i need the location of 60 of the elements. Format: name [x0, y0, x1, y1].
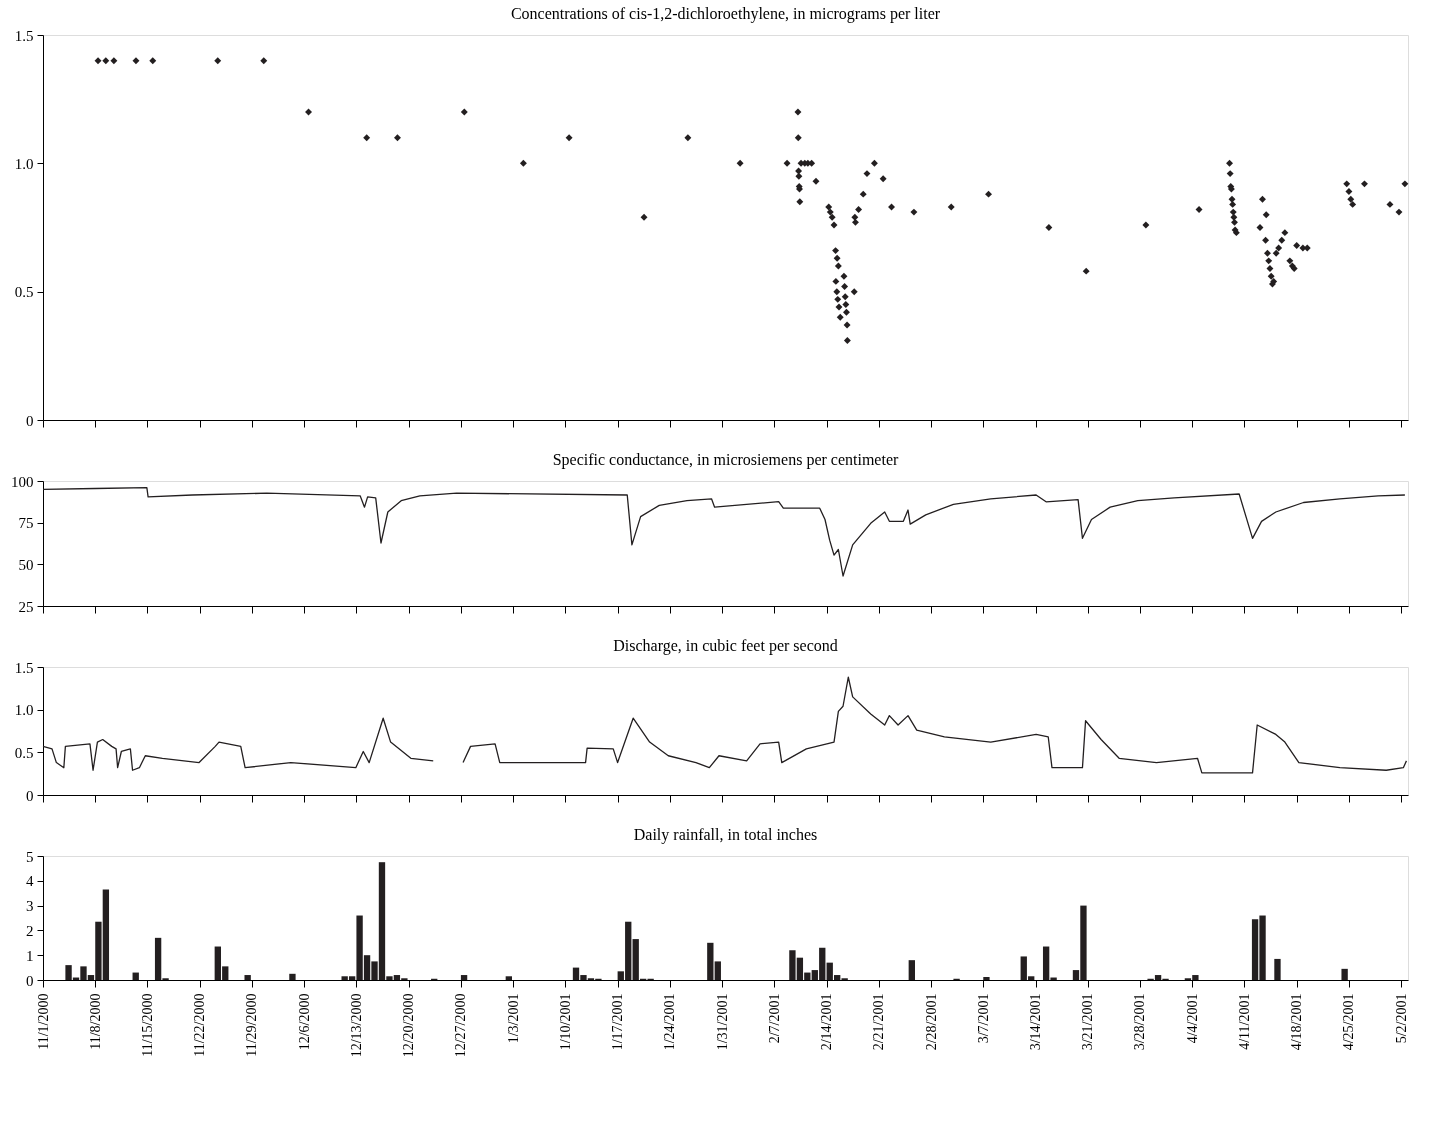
x-tick-label: 4/11/2001	[1236, 993, 1252, 1050]
bar	[707, 942, 714, 980]
y-tick-label: 0	[26, 412, 34, 429]
x-tick-label: 11/8/2000	[87, 993, 103, 1050]
x-tick-label: 2/28/2001	[923, 993, 939, 1051]
y-tick-label: 25	[18, 598, 34, 615]
y-tick-label: 1.0	[14, 155, 34, 172]
x-tick-label: 3/28/2001	[1132, 993, 1148, 1051]
y-tick-label: 2	[26, 922, 34, 939]
x-tick-label: 5/2/2001	[1393, 993, 1409, 1044]
y-tick-label: 0	[26, 972, 34, 989]
x-tick-label: 1/17/2001	[610, 993, 626, 1051]
line-series	[42, 487, 1406, 577]
y-tick-label: 75	[18, 515, 34, 532]
y-tick-label: 1	[26, 947, 34, 964]
x-tick-label: 1/24/2001	[662, 993, 678, 1051]
x-tick-label: 4/18/2001	[1289, 993, 1305, 1051]
chart-title: Specific conductance, in microsiemens per centimeter	[552, 451, 899, 469]
bar	[1341, 968, 1348, 980]
x-tick-label: 12/13/2000	[348, 993, 364, 1058]
bar	[714, 961, 721, 980]
y-tick-label: 1.5	[14, 659, 34, 676]
y-tick-label: 1.5	[14, 27, 34, 44]
bar	[1274, 958, 1281, 980]
x-tick-label: 2/21/2001	[871, 993, 887, 1051]
x-tick-label: 1/3/2001	[505, 993, 521, 1044]
x-tick-label: 2/7/2001	[766, 993, 782, 1044]
x-tick-label: 12/6/2000	[296, 993, 312, 1051]
x-tick-label: 4/4/2001	[1184, 993, 1200, 1044]
chart-title: Discharge, in cubic feet per second	[613, 637, 838, 655]
bar	[460, 975, 468, 980]
x-tick-label: 12/20/2000	[401, 993, 417, 1058]
bar	[289, 973, 296, 980]
y-tick-label: 3	[26, 898, 34, 915]
y-tick-label: 100	[11, 473, 34, 490]
x-tick-label: 4/25/2001	[1341, 993, 1357, 1051]
chart-title: Daily rainfall, in total inches	[633, 826, 818, 844]
x-tick-label: 1/10/2001	[557, 993, 573, 1051]
bar	[908, 960, 915, 980]
x-tick-label: 2/14/2001	[819, 993, 835, 1051]
x-tick-label: 3/14/2001	[1028, 993, 1043, 1051]
x-tick-label: 11/22/2000	[192, 993, 208, 1057]
x-tick-label: 11/29/2000	[244, 993, 260, 1057]
y-tick-label: 1.0	[14, 702, 34, 719]
y-tick-label: 5	[26, 848, 34, 865]
y-tick-label: 50	[18, 556, 34, 573]
y-tick-label: 4	[26, 873, 34, 890]
bar	[983, 977, 990, 980]
bar	[505, 976, 513, 980]
y-tick-label: 0.5	[14, 744, 34, 761]
x-tick-label: 11/15/2000	[139, 993, 155, 1057]
x-tick-label: 1/31/2001	[714, 993, 730, 1051]
x-tick-label: 11/1/2000	[35, 993, 51, 1050]
x-tick-label: 12/27/2000	[453, 993, 469, 1058]
y-tick-label: 0	[26, 787, 34, 804]
chart-title: Concentrations of cis-1,2-dichloroethylene, in micrograms per liter	[510, 5, 941, 23]
x-tick-label: 3/7/2001	[975, 993, 991, 1044]
y-tick-label: 0.5	[14, 284, 34, 301]
bar	[244, 975, 251, 980]
x-tick-label: 3/21/2001	[1080, 993, 1096, 1051]
